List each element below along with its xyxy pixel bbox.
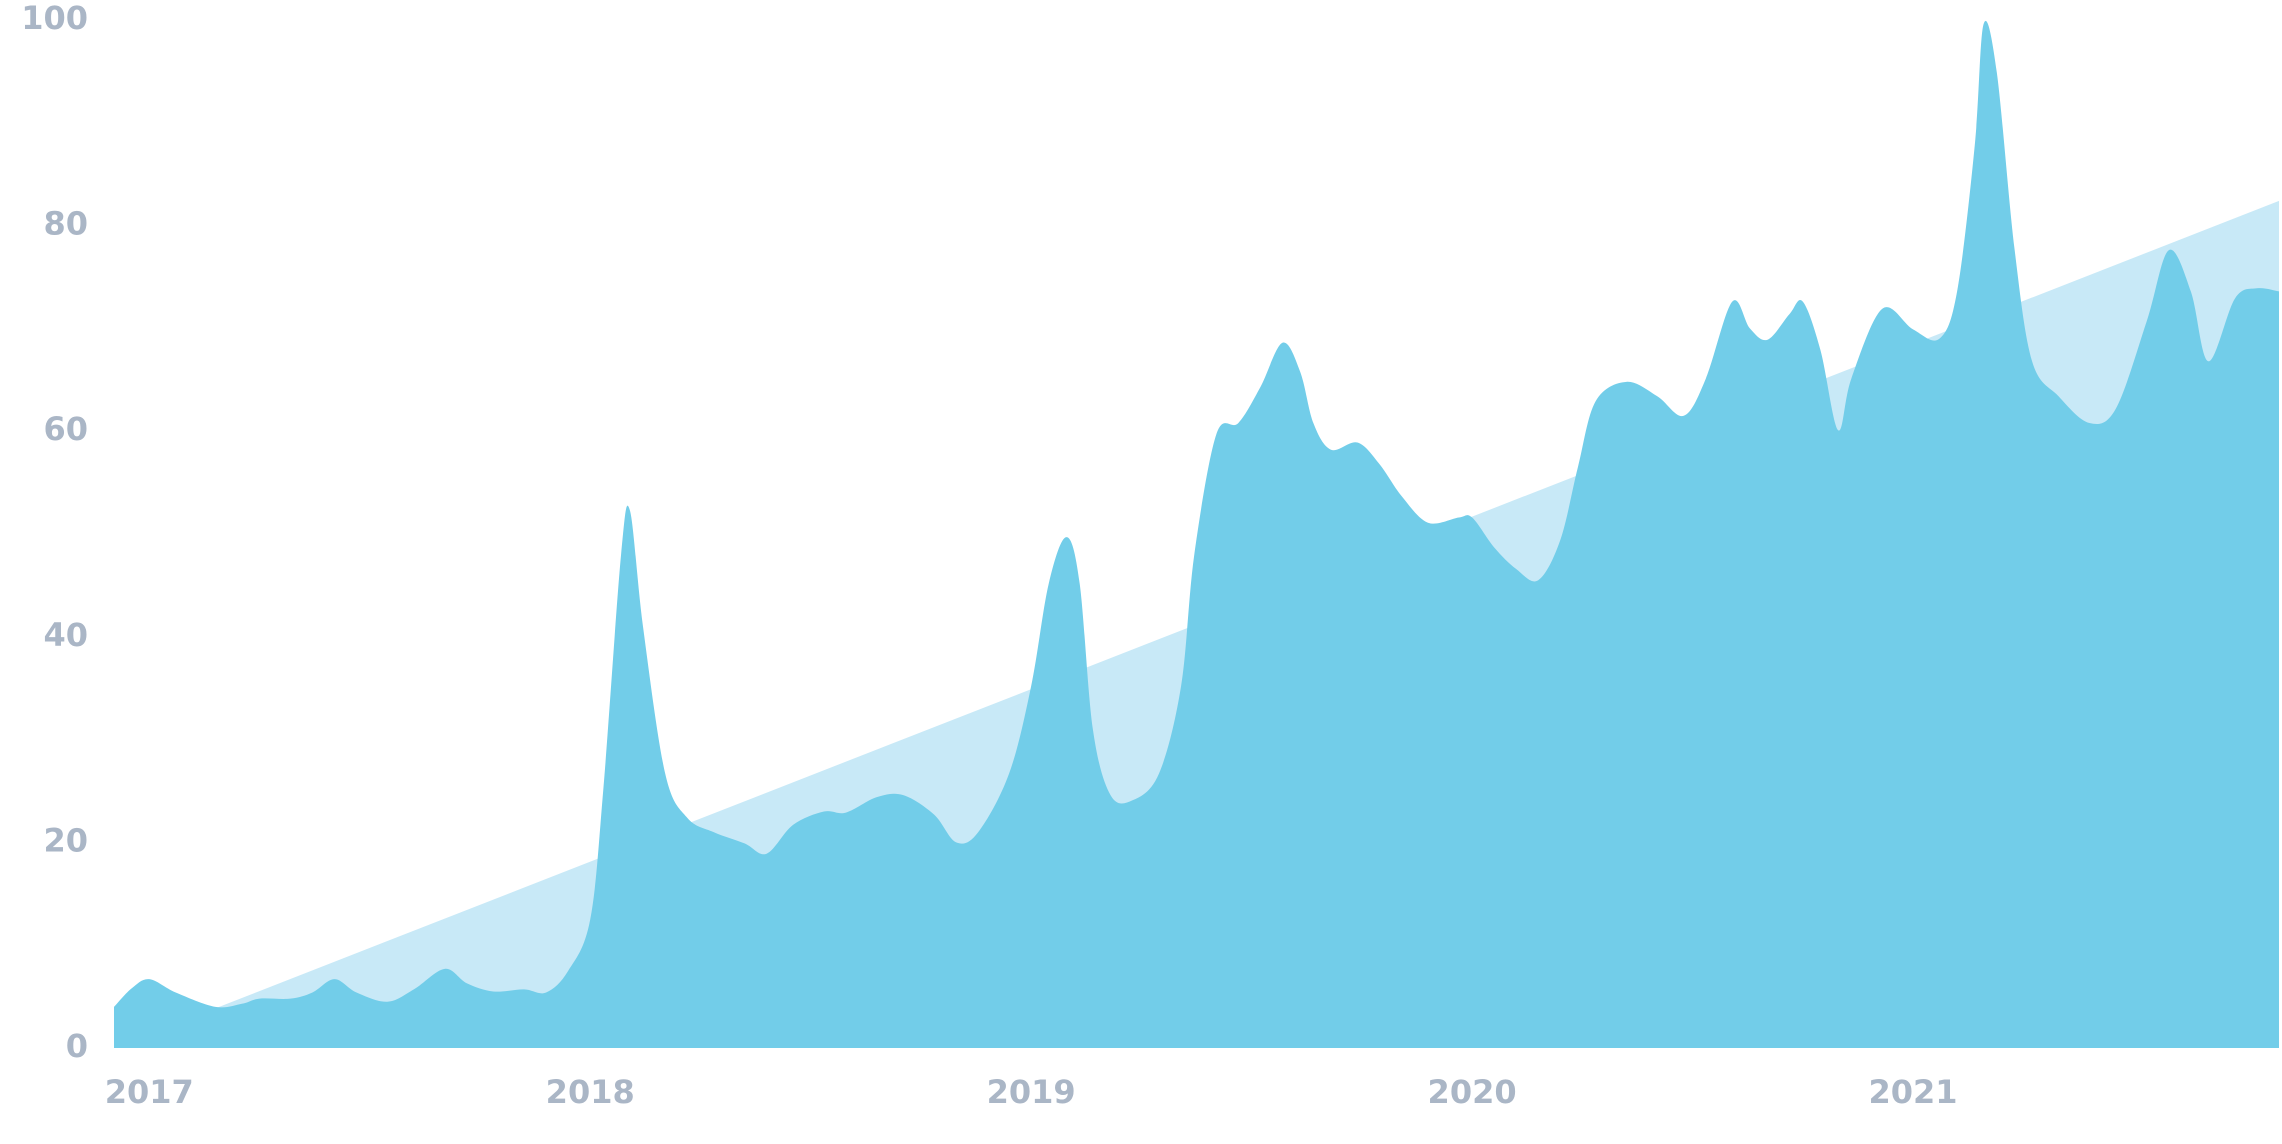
y-tick-label: 100 xyxy=(21,0,88,37)
x-tick-label: 2019 xyxy=(987,1073,1076,1111)
x-tick-label: 2018 xyxy=(546,1073,635,1111)
area xyxy=(114,20,2279,1048)
y-tick-label: 0 xyxy=(66,1027,88,1065)
y-tick-label: 20 xyxy=(43,821,88,859)
y-tick-label: 60 xyxy=(43,410,88,448)
x-tick-label: 2017 xyxy=(105,1073,194,1111)
y-tick-label: 80 xyxy=(43,205,88,243)
y-tick-label: 40 xyxy=(43,616,88,654)
x-tick-label: 2020 xyxy=(1428,1073,1517,1111)
x-tick-label: 2021 xyxy=(1868,1073,1957,1111)
